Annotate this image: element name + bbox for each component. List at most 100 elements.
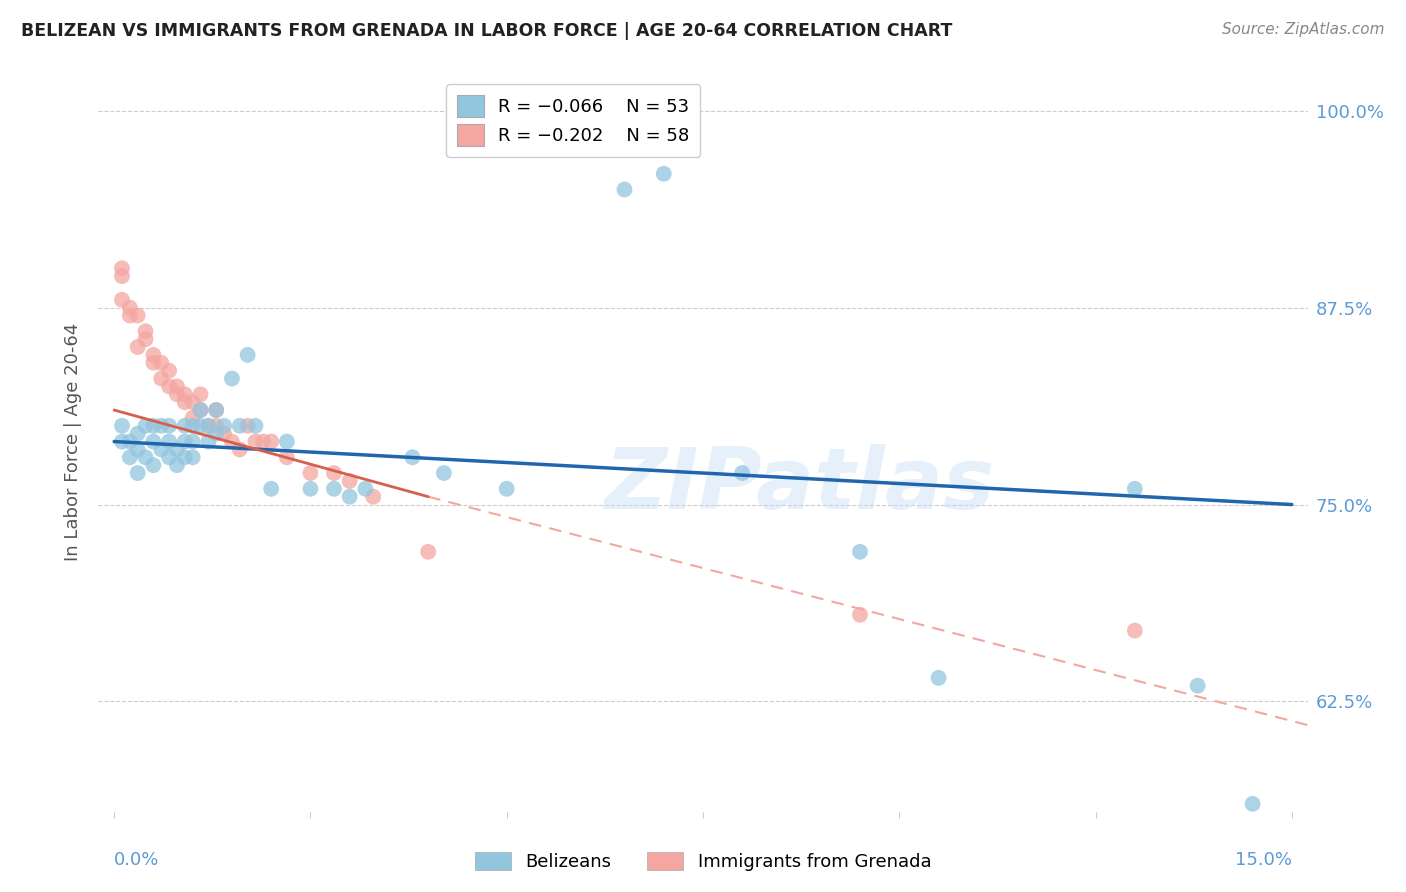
Point bbox=[135, 332, 157, 346]
Point bbox=[111, 293, 134, 307]
Point bbox=[166, 387, 188, 401]
Point bbox=[190, 387, 212, 401]
Point bbox=[157, 418, 180, 433]
Point bbox=[111, 261, 134, 276]
Text: Source: ZipAtlas.com: Source: ZipAtlas.com bbox=[1222, 22, 1385, 37]
Point bbox=[173, 387, 195, 401]
Point bbox=[142, 418, 165, 433]
Point bbox=[118, 434, 141, 449]
Point bbox=[135, 450, 157, 465]
Text: ZIPatlas: ZIPatlas bbox=[605, 444, 995, 527]
Point bbox=[166, 379, 188, 393]
Point bbox=[236, 418, 259, 433]
Point bbox=[928, 671, 950, 685]
Point bbox=[157, 450, 180, 465]
Point bbox=[173, 395, 195, 409]
Point bbox=[181, 434, 204, 449]
Point bbox=[166, 442, 188, 457]
Point bbox=[142, 458, 165, 472]
Point bbox=[181, 395, 204, 409]
Legend: R = −0.066    N = 53, R = −0.202    N = 58: R = −0.066 N = 53, R = −0.202 N = 58 bbox=[446, 84, 700, 157]
Point bbox=[150, 371, 173, 385]
Point bbox=[252, 434, 274, 449]
Point bbox=[433, 466, 456, 480]
Point bbox=[849, 607, 872, 622]
Point bbox=[339, 490, 361, 504]
Point bbox=[205, 418, 228, 433]
Point bbox=[150, 418, 173, 433]
Point bbox=[245, 418, 267, 433]
Point bbox=[197, 418, 219, 433]
Legend: Belizeans, Immigrants from Grenada: Belizeans, Immigrants from Grenada bbox=[467, 845, 939, 879]
Point bbox=[157, 364, 180, 378]
Point bbox=[127, 426, 149, 441]
Point bbox=[229, 442, 252, 457]
Point bbox=[173, 450, 195, 465]
Text: 15.0%: 15.0% bbox=[1234, 851, 1292, 869]
Point bbox=[127, 340, 149, 354]
Point bbox=[260, 482, 283, 496]
Point bbox=[118, 301, 141, 315]
Point bbox=[142, 434, 165, 449]
Point bbox=[142, 356, 165, 370]
Point bbox=[142, 348, 165, 362]
Point bbox=[276, 434, 298, 449]
Point bbox=[236, 348, 259, 362]
Point bbox=[181, 418, 204, 433]
Point bbox=[212, 426, 235, 441]
Point bbox=[118, 309, 141, 323]
Point bbox=[197, 418, 219, 433]
Point bbox=[299, 466, 322, 480]
Point bbox=[118, 450, 141, 465]
Point bbox=[190, 418, 212, 433]
Point bbox=[190, 403, 212, 417]
Point bbox=[323, 466, 346, 480]
Point bbox=[339, 474, 361, 488]
Point bbox=[1241, 797, 1264, 811]
Point bbox=[157, 379, 180, 393]
Point bbox=[157, 434, 180, 449]
Point bbox=[401, 450, 423, 465]
Text: BELIZEAN VS IMMIGRANTS FROM GRENADA IN LABOR FORCE | AGE 20-64 CORRELATION CHART: BELIZEAN VS IMMIGRANTS FROM GRENADA IN L… bbox=[21, 22, 952, 40]
Point bbox=[323, 482, 346, 496]
Point bbox=[111, 434, 134, 449]
Point bbox=[212, 418, 235, 433]
Point bbox=[354, 482, 377, 496]
Point bbox=[150, 356, 173, 370]
Point bbox=[299, 482, 322, 496]
Point bbox=[1123, 624, 1146, 638]
Point bbox=[221, 434, 243, 449]
Point bbox=[849, 545, 872, 559]
Point bbox=[190, 403, 212, 417]
Point bbox=[135, 418, 157, 433]
Point bbox=[1187, 679, 1209, 693]
Point bbox=[1123, 482, 1146, 496]
Point bbox=[260, 434, 283, 449]
Point bbox=[229, 418, 252, 433]
Point bbox=[613, 182, 636, 196]
Point bbox=[276, 450, 298, 465]
Point bbox=[111, 269, 134, 284]
Point bbox=[150, 442, 173, 457]
Point bbox=[181, 450, 204, 465]
Point bbox=[173, 434, 195, 449]
Point bbox=[731, 466, 754, 480]
Point bbox=[245, 434, 267, 449]
Point bbox=[361, 490, 384, 504]
Point bbox=[652, 167, 675, 181]
Point bbox=[221, 371, 243, 385]
Point bbox=[127, 466, 149, 480]
Point bbox=[135, 324, 157, 338]
Point bbox=[205, 403, 228, 417]
Point bbox=[127, 309, 149, 323]
Point bbox=[127, 442, 149, 457]
Point bbox=[495, 482, 517, 496]
Point bbox=[181, 411, 204, 425]
Point bbox=[197, 434, 219, 449]
Point bbox=[205, 426, 228, 441]
Point bbox=[173, 418, 195, 433]
Y-axis label: In Labor Force | Age 20-64: In Labor Force | Age 20-64 bbox=[65, 322, 83, 561]
Point bbox=[166, 458, 188, 472]
Point bbox=[111, 418, 134, 433]
Text: 0.0%: 0.0% bbox=[114, 851, 159, 869]
